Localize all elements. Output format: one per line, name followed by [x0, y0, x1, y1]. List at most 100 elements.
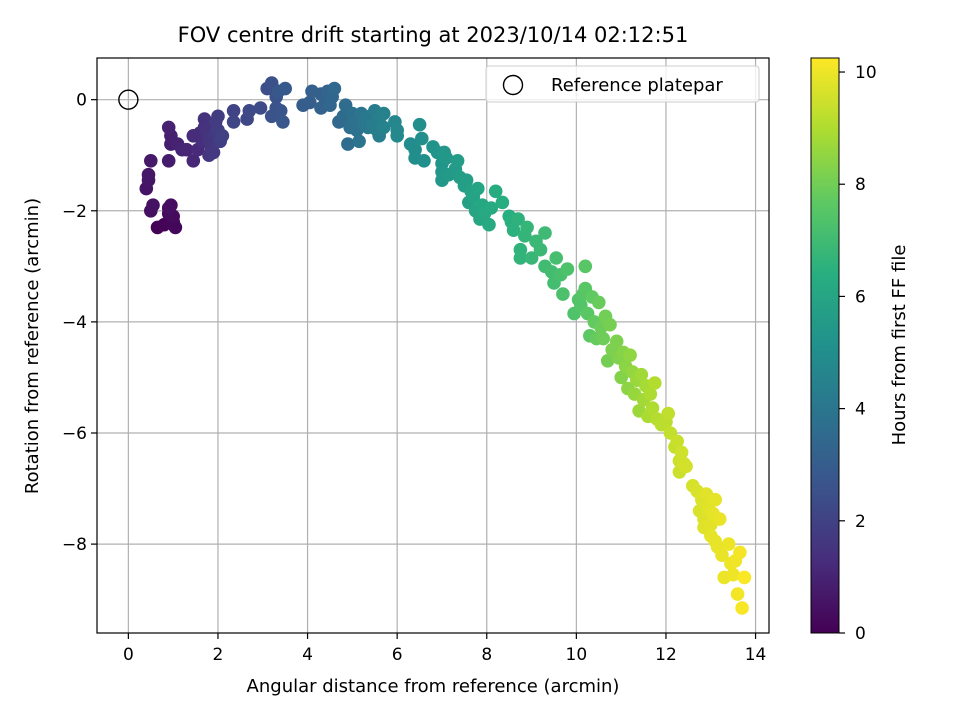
data-point — [737, 570, 752, 585]
colorbar-tick-label: 0 — [855, 624, 866, 644]
data-point — [144, 154, 158, 168]
data-point — [303, 95, 317, 110]
chart-title: FOV centre drift starting at 2023/10/14 … — [178, 23, 689, 47]
data-point — [614, 370, 628, 385]
data-point — [708, 492, 722, 507]
y-tick-label: −4 — [62, 313, 87, 333]
y-axis-label: Rotation from reference (arcmin) — [22, 198, 43, 494]
data-point — [141, 167, 156, 182]
x-tick-label: 4 — [302, 645, 313, 665]
colorbar-label: Hours from first FF file — [889, 245, 910, 446]
x-tick-label: 2 — [213, 645, 224, 665]
data-point — [679, 459, 693, 474]
data-point — [161, 201, 176, 215]
x-tick-label: 14 — [745, 645, 767, 665]
data-point — [623, 348, 637, 363]
data-point — [439, 151, 454, 165]
legend-marker-icon — [502, 74, 524, 96]
data-point — [352, 134, 366, 149]
x-axis-label: Angular distance from reference (arcmin) — [247, 676, 620, 697]
x-tick-label: 10 — [566, 645, 588, 665]
data-point — [482, 217, 496, 232]
data-point — [161, 120, 176, 135]
legend-label: Reference platepar — [551, 75, 723, 96]
y-axis-ticks: 0 −2 −4 −6 −8 — [62, 91, 97, 555]
data-point — [273, 104, 288, 118]
data-point — [670, 434, 684, 449]
data-point — [648, 376, 662, 390]
data-point — [721, 537, 736, 551]
data-point — [609, 334, 624, 349]
data-point — [596, 331, 610, 346]
data-point — [733, 545, 747, 560]
data-point — [226, 104, 241, 118]
grid-lines — [97, 58, 769, 633]
data-point — [726, 567, 740, 582]
data-point — [146, 198, 160, 212]
x-tick-label: 12 — [655, 645, 677, 665]
data-point — [488, 184, 503, 199]
data-point — [471, 181, 485, 196]
data-point — [533, 242, 548, 257]
plot-frame — [96, 57, 770, 634]
colorbar-tick-label: 2 — [855, 512, 866, 532]
data-point — [524, 251, 539, 265]
data-point — [417, 154, 431, 168]
data-point — [511, 212, 525, 226]
x-tick-label: 8 — [481, 645, 492, 665]
data-point — [506, 223, 521, 237]
x-tick-label: 0 — [123, 645, 134, 665]
colorbar-tick-label: 4 — [855, 400, 866, 420]
x-axis-ticks: 0 2 4 6 8 10 12 14 — [123, 633, 766, 665]
data-point — [459, 173, 474, 187]
colorbar-tick-label: 10 — [855, 63, 877, 83]
data-point — [226, 115, 241, 129]
data-point — [278, 81, 293, 96]
data-point — [186, 154, 201, 168]
data-point — [412, 117, 427, 132]
data-point — [560, 262, 575, 276]
data-point — [253, 101, 268, 115]
colorbar-tick-label: 6 — [855, 287, 866, 307]
data-point — [390, 129, 405, 143]
data-point — [735, 601, 749, 615]
colorbar-tick-label: 8 — [855, 175, 866, 195]
data-point — [603, 317, 617, 332]
data-point — [495, 195, 510, 210]
data-point — [179, 142, 194, 157]
data-point — [211, 109, 225, 124]
colorbar-ticks: 0 2 4 6 8 10 — [839, 63, 877, 644]
data-point — [661, 406, 675, 421]
data-point — [674, 445, 689, 460]
data-point — [520, 220, 534, 235]
data-point — [600, 354, 615, 368]
data-point — [276, 115, 290, 129]
legend: Reference platepar — [485, 65, 760, 103]
data-point — [197, 112, 212, 126]
data-point — [730, 587, 745, 601]
data-point — [578, 259, 593, 274]
data-point — [513, 251, 528, 265]
x-tick-label: 6 — [392, 645, 403, 665]
data-point — [161, 154, 176, 168]
data-point — [715, 548, 729, 562]
data-point — [206, 145, 221, 160]
data-point — [186, 129, 201, 143]
y-tick-label: 0 — [76, 91, 87, 111]
data-point — [549, 251, 563, 265]
legend-box — [485, 65, 760, 103]
data-point — [415, 131, 429, 146]
data-point — [168, 220, 183, 235]
data-point — [341, 137, 355, 151]
colorbar — [810, 57, 840, 634]
data-points — [139, 76, 752, 615]
data-point — [327, 81, 342, 96]
y-tick-label: −8 — [62, 535, 87, 555]
data-point — [645, 401, 660, 415]
y-tick-label: −2 — [62, 202, 87, 222]
data-point — [643, 387, 658, 401]
data-point — [215, 129, 230, 143]
data-point — [376, 120, 391, 135]
reference-marker — [118, 89, 139, 110]
